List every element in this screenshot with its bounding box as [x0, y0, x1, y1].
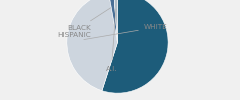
Wedge shape [114, 0, 117, 42]
Text: WHITE: WHITE [84, 24, 168, 40]
Text: BLACK
HISPANIC: BLACK HISPANIC [57, 8, 111, 38]
Wedge shape [108, 0, 117, 42]
Text: A.I.: A.I. [106, 9, 117, 72]
Wedge shape [102, 0, 168, 93]
Wedge shape [67, 0, 117, 91]
